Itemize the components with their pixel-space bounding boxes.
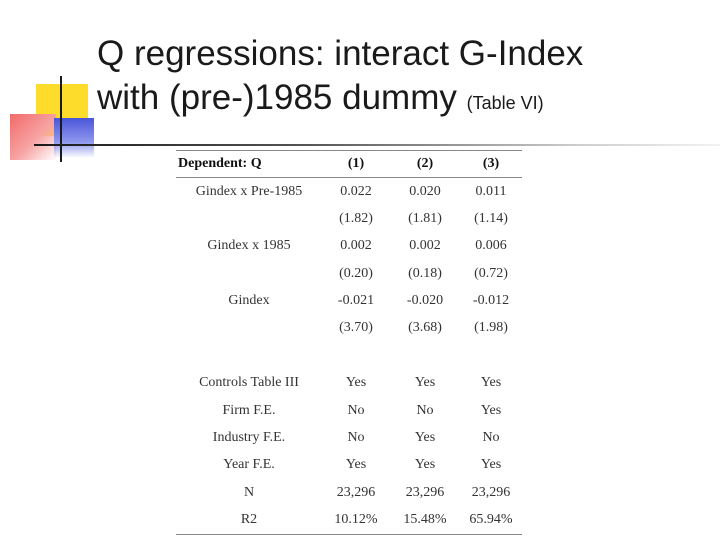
cell: No	[482, 430, 500, 446]
cell: -0.012	[472, 292, 510, 308]
row-label	[176, 205, 322, 232]
row-label: Year F.E.	[223, 457, 275, 473]
regression-table: Dependent: Q (1) (2) (3) Gindex x Pre-19…	[176, 150, 522, 535]
row-label	[176, 314, 322, 341]
row-label: Industry F.E.	[212, 430, 286, 446]
table-row: Gindex x 1985 0.002 0.002 0.006	[176, 233, 522, 260]
cell: 23,296	[471, 484, 511, 500]
cell: No	[416, 402, 434, 418]
table-row: R2 10.12% 15.48% 65.94%	[176, 506, 522, 535]
title-line-2: with (pre-)1985 dummy (Table VI)	[97, 76, 583, 125]
header-col-3: (3)	[460, 150, 522, 178]
cell: 0.002	[340, 238, 372, 254]
cell: (0.20)	[339, 265, 373, 281]
row-label: Gindex	[228, 292, 270, 308]
table-row: Controls Table III Yes Yes Yes	[176, 370, 522, 397]
table-row: Industry F.E. No Yes No	[176, 424, 522, 451]
cell: 10.12%	[322, 506, 390, 535]
title-table-note: (Table VI)	[466, 93, 544, 113]
row-label: Gindex x 1985	[207, 238, 291, 254]
cell: Yes	[480, 402, 502, 418]
cell	[390, 342, 460, 370]
table-row: Gindex -0.021 -0.020 -0.012	[176, 287, 522, 314]
table-row: (3.70) (3.68) (1.98)	[176, 314, 522, 341]
cell: Yes	[480, 457, 502, 473]
cell: 23,296	[336, 484, 376, 500]
cell: 0.022	[340, 183, 372, 199]
cell: Yes	[414, 430, 436, 446]
slide-title: Q regressions: interact G-Index with (pr…	[97, 32, 583, 125]
row-label: Gindex x Pre-1985	[195, 183, 303, 199]
header-col-1: (1)	[322, 150, 390, 178]
cell: 0.002	[409, 238, 441, 254]
cell: 0.006	[475, 238, 507, 254]
cell: 15.48%	[390, 506, 460, 535]
row-label	[176, 342, 322, 370]
table-row: Gindex x Pre-1985 0.022 0.020 0.011	[176, 178, 522, 206]
cell: Yes	[414, 457, 436, 473]
decor-red-square	[10, 114, 56, 160]
cell: No	[347, 402, 365, 418]
cell: (3.68)	[408, 320, 442, 336]
cell: (0.18)	[408, 265, 442, 281]
row-label: Controls Table III	[199, 375, 299, 391]
row-label: N	[243, 484, 255, 500]
cell: 65.94%	[460, 506, 522, 535]
cell: Yes	[414, 375, 436, 391]
decor-horizontal-line	[34, 144, 720, 146]
cell: No	[347, 430, 365, 446]
cell: -0.020	[406, 292, 444, 308]
title-line-1: Q regressions: interact G-Index	[97, 34, 584, 73]
cell: Yes	[345, 375, 367, 391]
table-row: (1.82) (1.81) (1.14)	[176, 205, 522, 232]
cell: (3.70)	[339, 320, 373, 336]
table-row: N 23,296 23,296 23,296	[176, 479, 522, 506]
cell: (1.98)	[474, 320, 508, 336]
table-spacer-row	[176, 342, 522, 370]
row-label	[176, 260, 322, 287]
row-label: R2	[176, 506, 322, 535]
cell: 0.020	[409, 183, 441, 199]
cell: Yes	[480, 375, 502, 391]
cell: (1.82)	[339, 210, 373, 226]
header-col-2: (2)	[390, 150, 460, 178]
table-row: Firm F.E. No No Yes	[176, 397, 522, 424]
table-row: Year F.E. Yes Yes Yes	[176, 452, 522, 479]
table-header-row: Dependent: Q (1) (2) (3)	[176, 150, 522, 178]
cell	[322, 342, 390, 370]
row-label: Firm F.E.	[222, 402, 276, 418]
cell	[460, 342, 522, 370]
cell: (1.14)	[474, 210, 508, 226]
cell: (0.72)	[474, 265, 508, 281]
cell: 0.011	[475, 183, 507, 199]
decor-vertical-line	[60, 76, 62, 162]
cell: -0.021	[337, 292, 375, 308]
cell: 23,296	[405, 484, 445, 500]
table-row: (0.20) (0.18) (0.72)	[176, 260, 522, 287]
header-dependent: Dependent: Q	[176, 150, 322, 178]
title-line-2-text: with (pre-)1985 dummy	[97, 78, 457, 117]
cell: (1.81)	[408, 210, 442, 226]
cell: Yes	[345, 457, 367, 473]
